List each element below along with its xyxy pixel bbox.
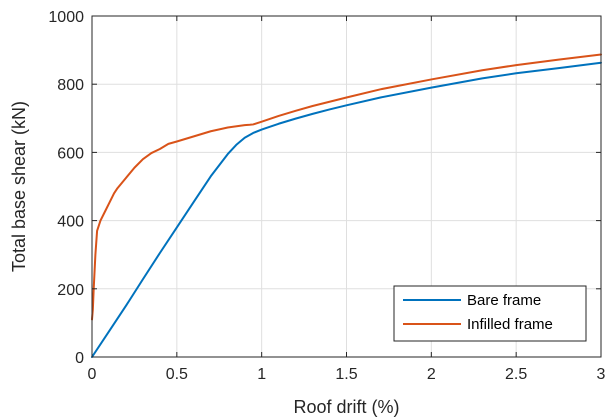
series-line-bare-frame (91, 61, 602, 358)
x-tick-label: 1 (257, 366, 266, 383)
y-tick-label: 1000 (48, 9, 84, 26)
legend: Bare frame Infilled frame (393, 285, 587, 342)
x-tick-label: 2.5 (505, 366, 527, 383)
y-tick-label: 600 (57, 145, 84, 162)
series-line-infilled-frame (91, 53, 602, 321)
legend-box (393, 285, 587, 342)
x-tick-label: 3 (597, 366, 606, 383)
y-tick-label: 200 (57, 282, 84, 299)
y-tick-label: 400 (57, 214, 84, 231)
series-layer (91, 53, 602, 358)
x-tick-label: 0 (88, 366, 97, 383)
legend-label: Bare frame (467, 292, 541, 309)
axis-ticks: 0 0.5 1 1.5 2 2.5 3 0 200 400 600 800 1000 (48, 9, 605, 383)
x-tick-label: 0.5 (166, 366, 188, 383)
y-tick-label: 0 (75, 350, 84, 367)
y-axis-label: Total base shear (kN) (9, 101, 29, 272)
y-tick-label: 800 (57, 77, 84, 94)
x-tick-label: 1.5 (335, 366, 357, 383)
x-tick-label: 2 (427, 366, 436, 383)
x-axis-label: Roof drift (%) (293, 397, 399, 417)
legend-label: Infilled frame (467, 316, 553, 333)
